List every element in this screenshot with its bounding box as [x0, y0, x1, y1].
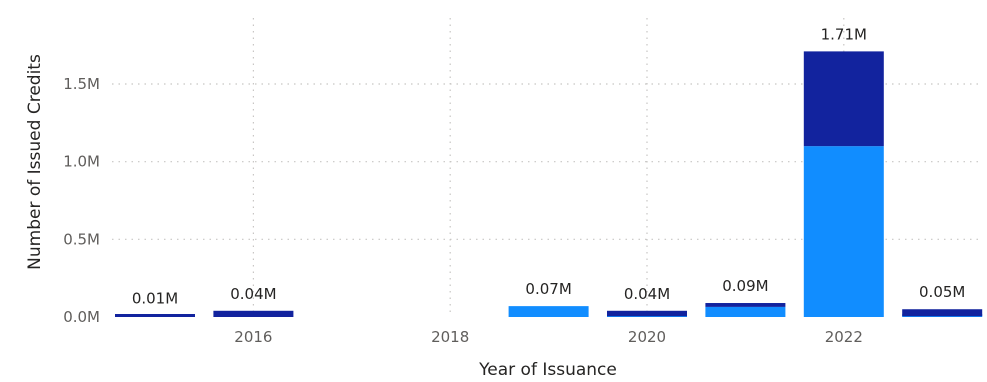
bar-segment [213, 310, 294, 317]
bar-segment [115, 314, 195, 317]
y-axis-title: Number of Issued Credits [25, 54, 45, 270]
data-label: 0.09M [722, 277, 768, 295]
x-tick-label: 2020 [628, 328, 666, 346]
data-label: 0.04M [624, 285, 670, 303]
x-tick-label: 2018 [431, 328, 469, 346]
bars [115, 51, 983, 317]
y-tick-label: 0.5M [63, 230, 100, 248]
data-labels: 0.01M 0.04M 0.07M 0.04M 0.09M 1.71M 0.05M [132, 25, 966, 307]
y-tick-label: 0.0M [63, 308, 100, 326]
data-label: 0.04M [230, 285, 276, 303]
data-label: 1.71M [821, 25, 867, 43]
bar-segment [705, 306, 786, 317]
data-label: 0.01M [132, 289, 178, 307]
x-tick-label: 2016 [234, 328, 272, 346]
y-axis-ticks: 0.0M 0.5M 1.0M 1.5M [63, 75, 100, 326]
bar-segment [705, 303, 786, 307]
data-label: 0.05M [919, 283, 965, 301]
bar-segment [607, 310, 687, 317]
x-axis-title: Year of Issuance [478, 360, 617, 380]
y-tick-label: 1.5M [63, 75, 100, 93]
bar-segment [803, 146, 884, 317]
bar-segment [508, 306, 589, 317]
bar-segment [803, 51, 884, 147]
bar-segment [902, 309, 983, 317]
x-tick-label: 2022 [825, 328, 863, 346]
y-tick-label: 1.0M [63, 153, 100, 171]
x-axis-ticks: 2016 2018 2020 2022 [234, 328, 863, 346]
data-label: 0.07M [525, 280, 571, 298]
